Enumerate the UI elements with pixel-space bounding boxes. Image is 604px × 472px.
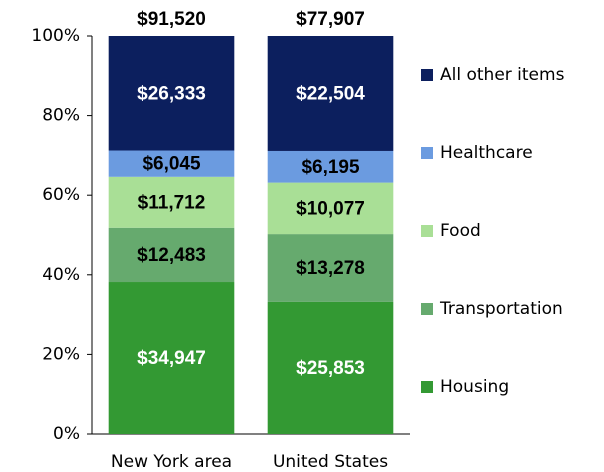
y-tick-label: 20% bbox=[42, 344, 80, 364]
total-label: $91,520 bbox=[137, 9, 206, 30]
value-label: $11,712 bbox=[138, 192, 206, 213]
value-label: $13,278 bbox=[296, 258, 365, 279]
total-label: $77,907 bbox=[296, 9, 365, 30]
bar-segment bbox=[108, 227, 235, 283]
legend-swatch bbox=[421, 147, 433, 159]
legend-label: Housing bbox=[440, 377, 509, 397]
bar-segment bbox=[267, 301, 394, 434]
bar-segment bbox=[108, 36, 235, 151]
bar-segment bbox=[108, 150, 235, 177]
y-tick-label: 100% bbox=[31, 26, 80, 46]
value-label: $26,333 bbox=[137, 83, 206, 104]
bar-segment bbox=[267, 150, 394, 183]
legend-label: Transportation bbox=[439, 299, 563, 319]
y-tick-label: 80% bbox=[42, 106, 80, 126]
value-label: $6,045 bbox=[142, 154, 201, 175]
bar-segment bbox=[267, 182, 394, 235]
y-tick-label: 0% bbox=[53, 424, 80, 444]
bar-segment bbox=[267, 36, 394, 151]
legend-label: Food bbox=[440, 221, 481, 241]
bar-segment bbox=[108, 176, 235, 228]
value-label: $6,195 bbox=[301, 157, 360, 178]
x-tick-label: United States bbox=[273, 452, 388, 472]
legend-swatch bbox=[421, 69, 433, 81]
legend-label: All other items bbox=[440, 65, 565, 85]
legend-swatch bbox=[421, 225, 433, 237]
y-tick-label: 60% bbox=[42, 185, 80, 205]
value-label: $34,947 bbox=[137, 348, 206, 369]
bar-segment bbox=[108, 282, 235, 434]
y-tick-label: 40% bbox=[42, 265, 80, 285]
legend-label: Healthcare bbox=[440, 143, 533, 163]
value-label: $22,504 bbox=[296, 83, 365, 104]
value-label: $25,853 bbox=[296, 358, 365, 379]
legend-swatch bbox=[421, 303, 433, 315]
x-tick-label: New York area bbox=[111, 452, 232, 472]
value-label: $10,077 bbox=[296, 198, 365, 219]
bar-segment bbox=[267, 234, 394, 302]
legend-swatch bbox=[421, 381, 433, 393]
value-label: $12,483 bbox=[137, 245, 206, 266]
